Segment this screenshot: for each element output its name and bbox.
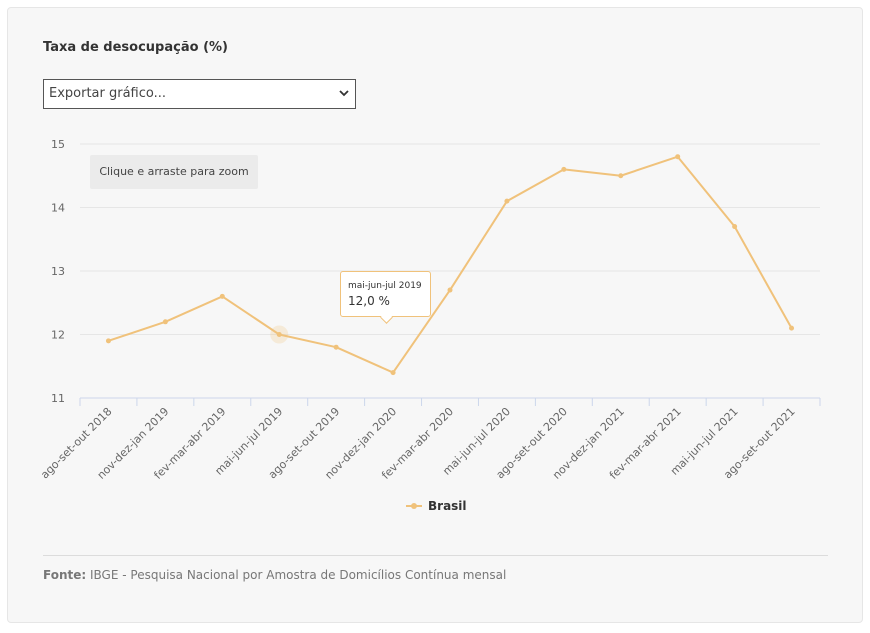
source-note: Fonte: IBGE - Pesquisa Nacional por Amos…	[43, 568, 506, 582]
data-point[interactable]	[504, 198, 510, 204]
tooltip-label: mai-jun-jul 2019	[348, 281, 422, 291]
y-tick-label: 11	[51, 392, 65, 405]
export-chart-select[interactable]: Exportar gráfico...	[43, 79, 356, 109]
data-point[interactable]	[732, 224, 738, 230]
legend-item-brasil[interactable]: Brasil	[406, 498, 467, 514]
chart-title: Taxa de desocupação (%)	[43, 40, 228, 55]
chart-tooltip: mai-jun-jul 2019 12,0 %	[340, 271, 431, 324]
data-point[interactable]	[105, 338, 111, 344]
footer-divider	[43, 555, 828, 556]
legend-line-marker-icon	[406, 503, 422, 509]
y-tick-label: 14	[51, 202, 65, 215]
data-point[interactable]	[333, 344, 339, 350]
source-label: Fonte:	[43, 568, 87, 582]
chart-card	[7, 7, 863, 623]
data-point[interactable]	[789, 325, 795, 331]
chevron-down-icon	[339, 90, 349, 97]
y-tick-label: 12	[51, 329, 65, 342]
export-select-label: Exportar gráfico...	[49, 86, 167, 101]
y-tick-label: 13	[51, 265, 65, 278]
data-point[interactable]	[276, 332, 282, 337]
data-point[interactable]	[219, 293, 225, 299]
source-text: IBGE - Pesquisa Nacional por Amostra de …	[90, 568, 507, 582]
data-point[interactable]	[162, 319, 168, 325]
tooltip-value: 12,0 %	[348, 294, 390, 308]
data-point[interactable]	[447, 287, 453, 293]
data-point[interactable]	[675, 154, 681, 160]
series-line-brasil	[108, 155, 793, 374]
data-point[interactable]	[390, 370, 396, 376]
zoom-hint-button[interactable]: Clique e arraste para zoom	[90, 155, 258, 189]
y-tick-label: 15	[51, 138, 65, 151]
data-point[interactable]	[618, 173, 624, 179]
data-point[interactable]	[561, 166, 567, 172]
legend-label: Brasil	[428, 499, 467, 513]
